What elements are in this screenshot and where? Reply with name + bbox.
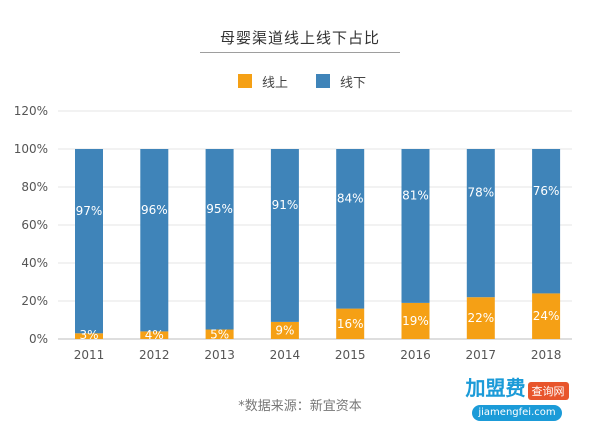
y-tick-label: 60% [21,218,48,232]
y-tick-label: 100% [14,142,48,156]
x-tick-label: 2012 [139,348,170,362]
bar-offline-2017 [466,149,495,298]
bar-online-2011 [75,333,103,339]
data-label-offline-2015: 84% [337,191,364,205]
source-note: *数据来源：新宜资本 [238,399,362,414]
y-tick-label: 0% [29,332,48,346]
bar-offline-2011 [75,149,103,334]
data-label-online-2013: 5% [210,327,229,341]
bar-online-2016 [401,302,430,339]
bar-offline-2012 [140,149,169,332]
legend: 线上 线下 [0,72,600,91]
x-tick-label: 2016 [400,348,431,362]
legend-item-online: 线上 [238,72,289,91]
watermark: 加盟费 查询网 jiamengfei.com [462,376,572,426]
bar-online-2014 [270,321,299,339]
legend-swatch-online [238,74,252,88]
legend-swatch-offline [316,74,330,88]
x-tick-label: 2018 [531,348,562,362]
watermark-logo: 加盟费 [465,376,526,400]
legend-label-offline: 线下 [340,75,367,91]
data-label-online-2018: 24% [533,309,560,323]
bar-online-2017 [466,297,495,339]
bar-offline-2016 [401,149,430,303]
data-label-online-2014: 9% [275,323,294,337]
y-tick-label: 20% [21,294,48,308]
data-label-online-2011: 3% [79,328,98,342]
bar-offline-2014 [270,149,299,322]
data-label-online-2017: 22% [467,311,494,325]
data-label-offline-2011: 97% [76,204,103,218]
x-tick-label: 2017 [466,348,497,362]
chart-title: 母婴渠道线上线下占比 [219,29,380,47]
data-label-offline-2017: 78% [467,186,494,200]
watermark-tag: 查询网 [527,381,569,400]
y-tick-label: 40% [21,256,48,270]
legend-label-online: 线上 [262,75,289,91]
x-tick-label: 2014 [270,348,301,362]
bar-online-2013 [205,329,234,339]
data-label-offline-2016: 81% [402,189,429,203]
bar-online-2015 [336,308,365,339]
bar-offline-2018 [532,149,561,294]
title-underline [200,52,400,53]
data-label-offline-2018: 76% [533,184,560,198]
data-label-offline-2013: 95% [206,202,233,216]
x-tick-label: 2011 [74,348,105,362]
data-label-offline-2012: 96% [141,203,168,217]
x-tick-label: 2013 [204,348,235,362]
watermark-url: jiamengfei.com [472,405,562,421]
data-label-online-2016: 19% [402,314,429,328]
y-tick-label: 120% [14,104,48,118]
data-label-offline-2014: 91% [272,198,299,212]
data-label-online-2015: 16% [337,317,364,331]
data-label-online-2012: 4% [145,328,164,342]
legend-item-offline: 线下 [316,72,367,91]
bar-offline-2015 [336,149,365,309]
y-tick-label: 80% [21,180,48,194]
bar-offline-2013 [205,149,234,330]
bar-online-2012 [140,331,169,339]
bar-online-2018 [532,293,561,339]
x-tick-label: 2015 [335,348,366,362]
